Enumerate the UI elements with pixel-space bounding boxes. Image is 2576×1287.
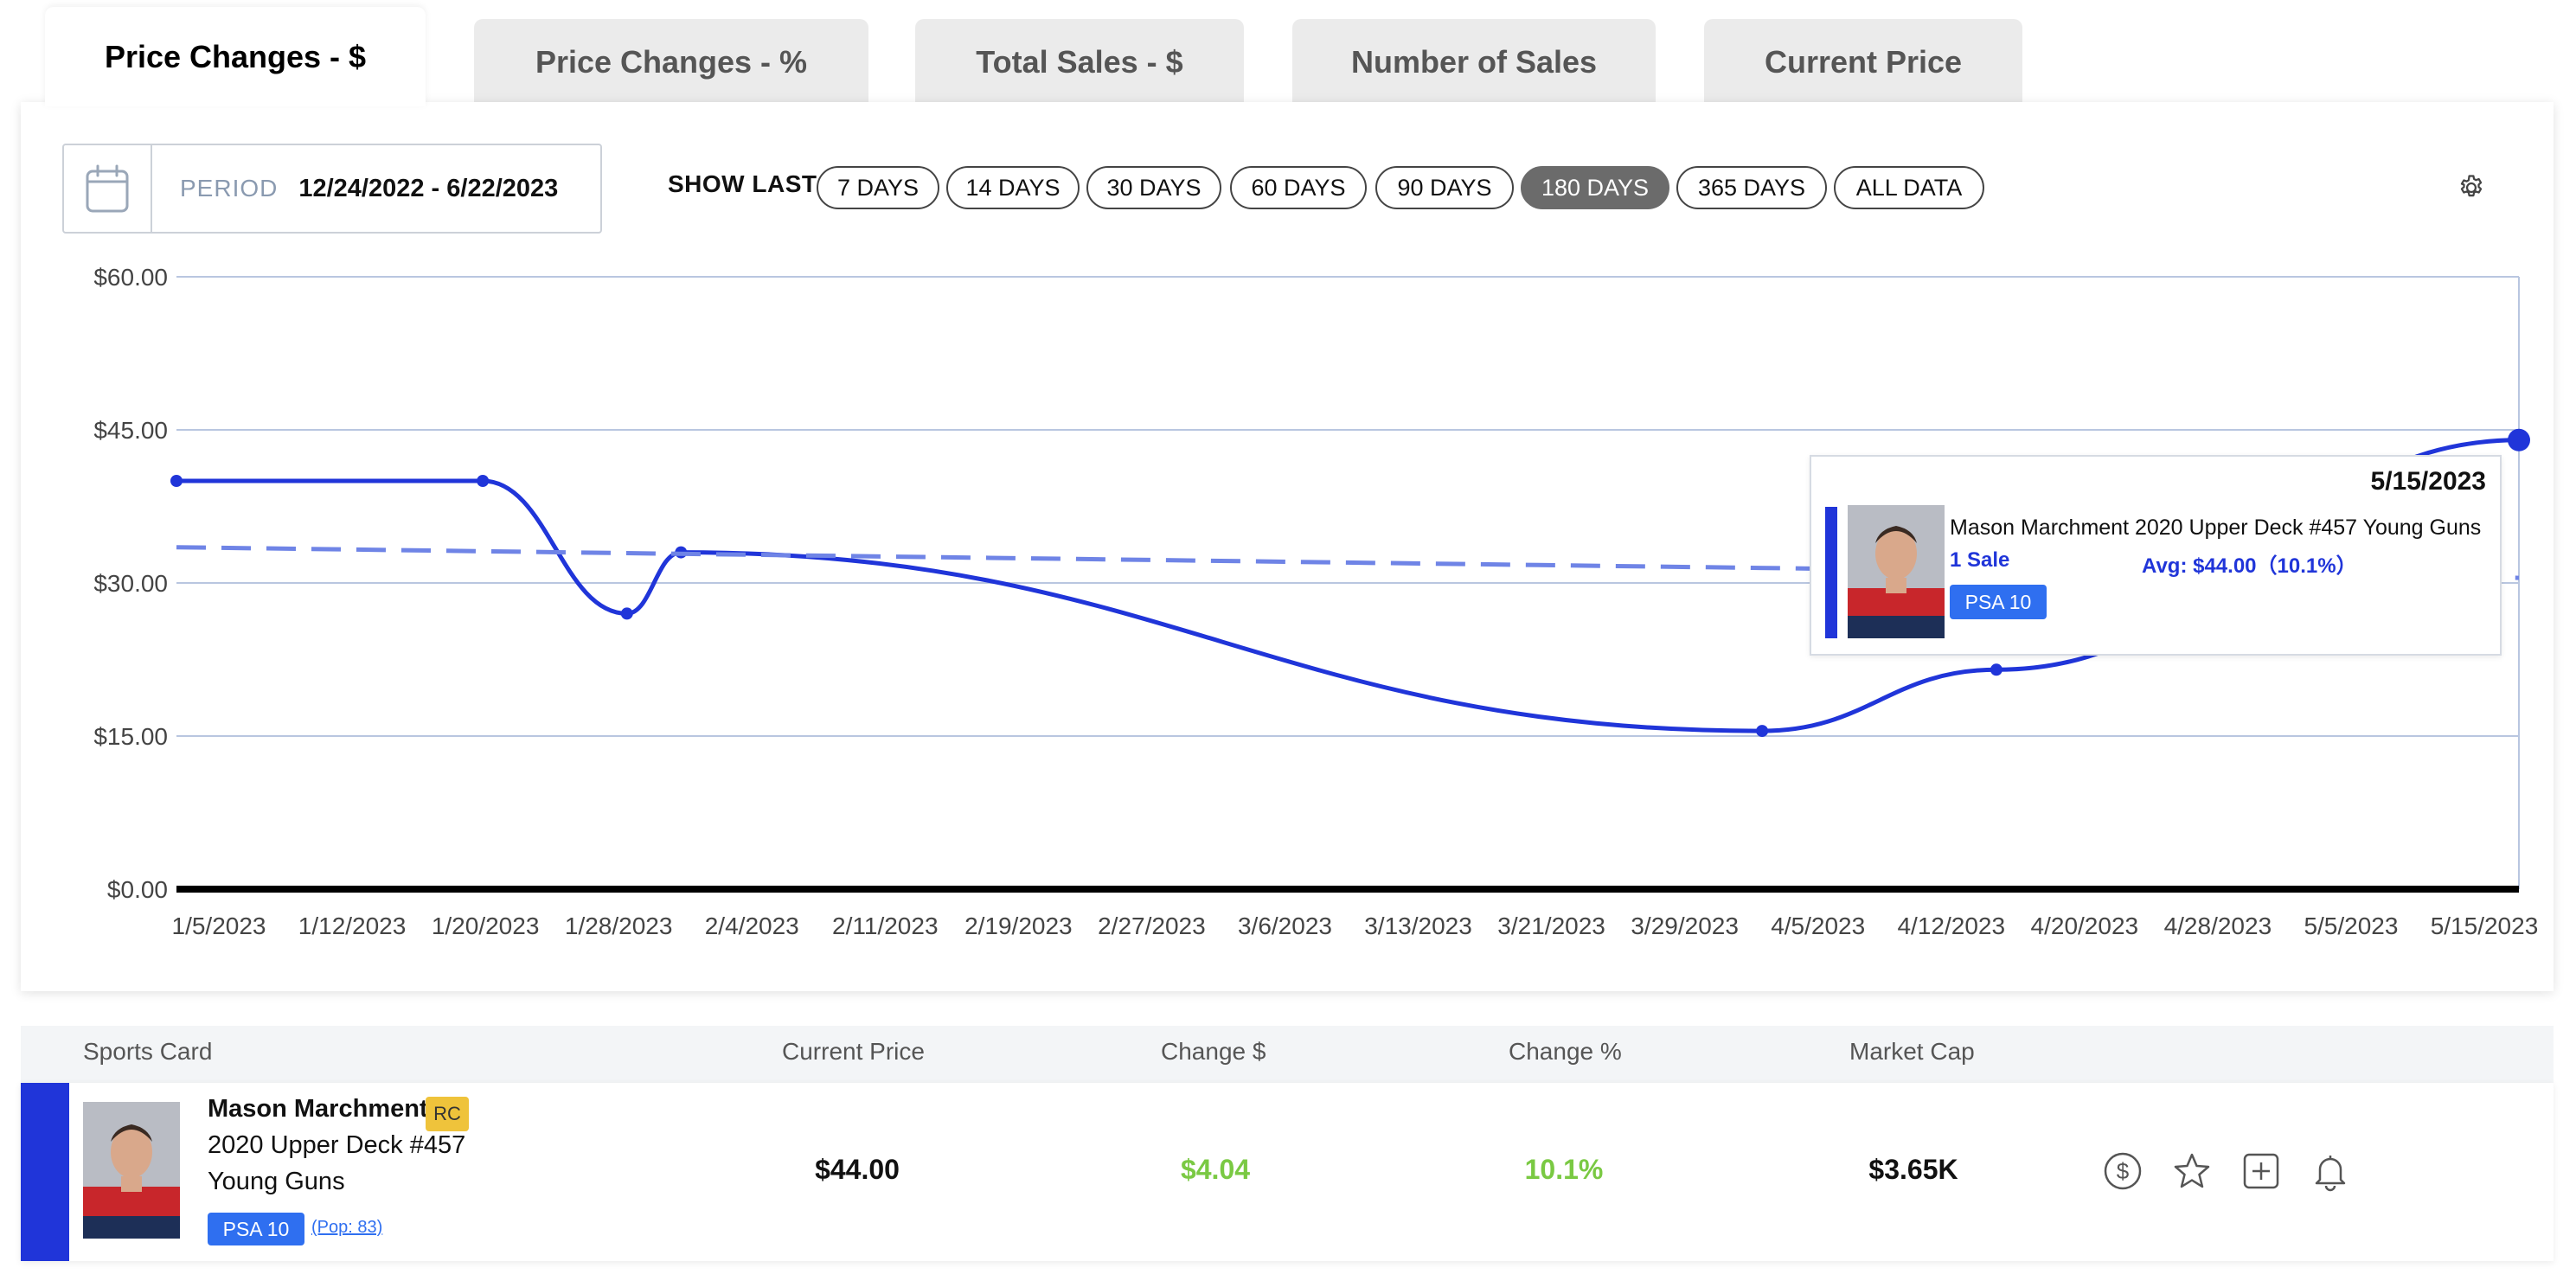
range-all-data-button[interactable]: ALL DATA [1834,166,1984,209]
change-percent-value: 10.1% [1524,1154,1604,1185]
y-tick-label: $60.00 [93,264,168,291]
range-180-days-button[interactable]: 180 DAYS [1521,166,1669,209]
calendar-icon[interactable] [64,145,152,232]
header-market-cap[interactable]: Market Cap [1849,1038,1975,1065]
y-tick-label: $45.00 [93,417,168,444]
tooltip-card-name: Mason Marchment 2020 Upper Deck #457 You… [1950,515,2482,540]
market-cap-value: $3.65K [1868,1154,1958,1185]
rookie-badge: RC [426,1097,469,1131]
x-tick-label: 1/28/2023 [565,912,673,939]
period-picker[interactable]: PERIOD 12/24/2022 - 6/22/2023 [62,144,602,234]
data-point [477,475,490,487]
tab-bar: Price Changes - $ Price Changes - % Tota… [0,0,2576,106]
data-point [1756,725,1769,738]
x-tick-label: 2/11/2023 [832,912,939,939]
highlighted-point [2508,428,2530,451]
range-90-days-button[interactable]: 90 DAYS [1375,166,1514,209]
data-point [620,607,633,620]
gear-icon[interactable] [2457,173,2486,207]
x-tick-label: 3/6/2023 [1238,912,1332,939]
y-tick-label: $30.00 [93,570,168,597]
range-30-days-button[interactable]: 30 DAYS [1086,166,1221,209]
card-player-name[interactable]: Mason Marchment [208,1095,428,1123]
x-tick-label: 4/12/2023 [1897,912,2005,939]
x-tick-label: 4/5/2023 [1771,912,1865,939]
bell-icon[interactable] [2310,1150,2351,1196]
x-tick-label: 3/29/2023 [1631,912,1739,939]
tooltip-average: Avg: $44.00（10.1%） [2142,554,2357,578]
range-60-days-button[interactable]: 60 DAYS [1230,166,1367,209]
x-tick-label: 1/5/2023 [172,912,266,939]
tab-number-of-sales[interactable]: Number of Sales [1292,19,1656,106]
header-change-dollar[interactable]: Change $ [1161,1038,1266,1065]
tooltip-sales-count: 1 Sale [1950,548,2010,572]
card-subset-name: Young Guns [208,1168,345,1195]
data-point [170,475,183,487]
y-tick-label: $15.00 [93,723,168,750]
card-thumbnail [1848,505,1945,638]
population-link[interactable]: (Pop: 83) [311,1218,383,1237]
chart-tooltip: 5/15/2023 Mason Marchment 2020 Upper Dec… [1810,455,2502,656]
star-icon[interactable] [2171,1150,2213,1196]
tab-current-price[interactable]: Current Price [1704,19,2022,106]
tab-price-changes-percent[interactable]: Price Changes - % [474,19,868,106]
y-tick-label: $0.00 [107,876,168,903]
show-last-label: SHOW LAST [668,170,817,197]
svg-text:$: $ [2117,1158,2130,1184]
period-value[interactable]: 12/24/2022 - 6/22/2023 [298,174,559,202]
x-tick-label: 1/20/2023 [432,912,540,939]
header-current-price[interactable]: Current Price [782,1038,925,1065]
tab-price-changes-dollar[interactable]: Price Changes - $ [45,7,426,106]
x-tick-label: 5/5/2023 [2304,912,2398,939]
x-tick-label: 3/13/2023 [1364,912,1472,939]
range-7-days-button[interactable]: 7 DAYS [817,166,939,209]
current-price-value: $44.00 [815,1154,900,1185]
x-tick-label: 5/15/2023 [2431,912,2539,939]
x-tick-label: 2/27/2023 [1098,912,1206,939]
x-tick-label: 4/28/2023 [2164,912,2272,939]
dollar-icon[interactable]: $ [2102,1150,2143,1196]
period-label: PERIOD [180,175,279,202]
data-point [1990,663,2002,676]
change-dollar-value: $4.04 [1180,1154,1251,1185]
x-tick-label: 2/4/2023 [705,912,799,939]
header-change-percent[interactable]: Change % [1509,1038,1622,1065]
card-set-name: 2020 Upper Deck #457 [208,1131,466,1159]
tab-total-sales[interactable]: Total Sales - $ [915,19,1244,106]
x-tick-label: 2/19/2023 [964,912,1073,939]
x-axis: 1/5/2023 1/12/2023 1/20/2023 1/28/2023 2/4/2… [172,912,2539,939]
y-axis: $0.00 $15.00 $30.00 $45.00 $60.00 [93,264,168,903]
x-tick-label: 1/12/2023 [298,912,407,939]
table-header [21,1026,2554,1085]
plus-square-icon[interactable] [2240,1150,2282,1196]
tooltip-accent-bar [1825,507,1837,638]
range-14-days-button[interactable]: 14 DAYS [946,166,1080,209]
grade-badge: PSA 10 [208,1213,304,1245]
tooltip-date: 5/15/2023 [2370,467,2486,496]
range-365-days-button[interactable]: 365 DAYS [1676,166,1827,209]
header-sports-card[interactable]: Sports Card [83,1038,213,1065]
row-accent-bar [21,1083,69,1261]
tooltip-grade-badge: PSA 10 [1950,585,2047,619]
card-thumbnail[interactable] [83,1102,180,1239]
x-tick-label: 3/21/2023 [1497,912,1605,939]
x-tick-label: 4/20/2023 [2031,912,2139,939]
